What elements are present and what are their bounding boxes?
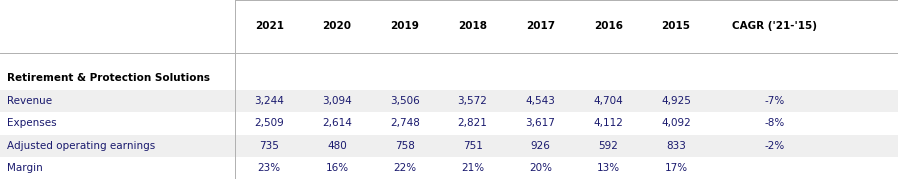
Text: 758: 758 — [395, 141, 415, 151]
Text: -7%: -7% — [765, 96, 785, 106]
Bar — [0, 135, 898, 157]
Text: 20%: 20% — [529, 163, 552, 173]
Text: 4,543: 4,543 — [525, 96, 555, 106]
Text: -2%: -2% — [765, 141, 785, 151]
Text: 21%: 21% — [461, 163, 484, 173]
Text: -8%: -8% — [765, 118, 785, 128]
Text: 4,092: 4,092 — [661, 118, 691, 128]
Text: 2018: 2018 — [458, 21, 487, 31]
Text: 23%: 23% — [258, 163, 281, 173]
Text: 3,572: 3,572 — [458, 96, 488, 106]
Text: 4,112: 4,112 — [594, 118, 623, 128]
Text: 2021: 2021 — [255, 21, 284, 31]
Text: Expenses: Expenses — [7, 118, 57, 128]
Text: 735: 735 — [260, 141, 279, 151]
Text: 2015: 2015 — [662, 21, 691, 31]
Text: 2,509: 2,509 — [254, 118, 284, 128]
Text: 13%: 13% — [596, 163, 620, 173]
Text: 3,094: 3,094 — [322, 96, 352, 106]
Text: 592: 592 — [598, 141, 618, 151]
Text: 3,244: 3,244 — [254, 96, 284, 106]
Text: 2017: 2017 — [526, 21, 555, 31]
Text: 833: 833 — [666, 141, 686, 151]
Text: 2,748: 2,748 — [390, 118, 419, 128]
Text: 2016: 2016 — [594, 21, 622, 31]
Text: Revenue: Revenue — [7, 96, 52, 106]
Text: 4,925: 4,925 — [661, 96, 691, 106]
Text: 480: 480 — [327, 141, 347, 151]
Text: 17%: 17% — [665, 163, 688, 173]
Text: 751: 751 — [462, 141, 482, 151]
Bar — [0, 90, 898, 112]
Text: 22%: 22% — [393, 163, 417, 173]
Text: Adjusted operating earnings: Adjusted operating earnings — [7, 141, 155, 151]
Text: 4,704: 4,704 — [594, 96, 623, 106]
Text: Retirement & Protection Solutions: Retirement & Protection Solutions — [7, 73, 210, 83]
Text: 2019: 2019 — [391, 21, 419, 31]
Text: Margin: Margin — [7, 163, 43, 173]
Text: 3,617: 3,617 — [525, 118, 555, 128]
Text: 16%: 16% — [325, 163, 348, 173]
Text: 2,614: 2,614 — [322, 118, 352, 128]
Text: 2,821: 2,821 — [458, 118, 488, 128]
Text: 926: 926 — [531, 141, 550, 151]
Text: 2020: 2020 — [322, 21, 351, 31]
Text: CAGR ('21-'15): CAGR ('21-'15) — [733, 21, 817, 31]
Text: 3,506: 3,506 — [390, 96, 419, 106]
